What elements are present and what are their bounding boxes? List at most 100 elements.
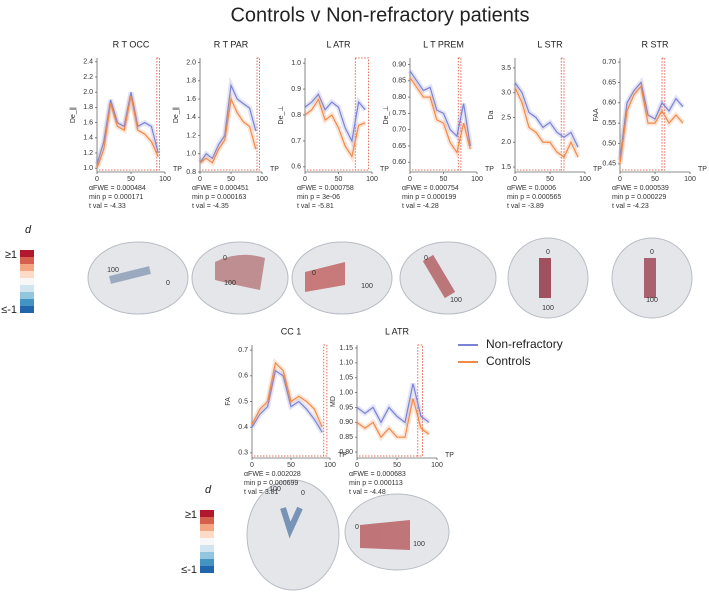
colorbar-cell [200, 531, 214, 538]
x-tick-label: 0 [198, 176, 202, 183]
colorbar-cell [200, 566, 214, 573]
tracts [109, 254, 656, 550]
y-tick-label: 0.5 [238, 398, 248, 405]
y-tick-label: 1.15 [339, 345, 353, 352]
brain-label: 100 [542, 305, 554, 312]
y-tick-label: 0.45 [602, 161, 616, 168]
colorbar-cell [20, 299, 34, 306]
x-tick-label: 100 [324, 462, 336, 469]
colorbar-cell [200, 559, 214, 566]
brain-label: 100 [413, 541, 425, 548]
stat-text: t val = -4.48 [349, 489, 386, 496]
stat-text: αFWE = 0.000754 [402, 185, 459, 192]
y-tick-label: 0.7 [238, 347, 248, 354]
y-tick-label: 1.4 [83, 135, 93, 142]
y-tick-label: 0.55 [602, 120, 616, 127]
y-tick-label: 2.4 [83, 59, 93, 66]
series-line [96, 92, 159, 165]
x-tick-label: 50 [335, 176, 343, 183]
tract [360, 520, 410, 550]
highlight-region [156, 57, 160, 171]
y-axis-label: FA [225, 397, 232, 406]
y-tick-label: 1.2 [186, 132, 196, 139]
y-tick-label: 1.5 [501, 164, 511, 171]
chart: R T OCC De_∥ TP 1.0 1.2 1.4 1.6 1.8 2.0 2.2 2.4 0 50… [69, 39, 182, 286]
colorbar-label: d [205, 484, 212, 496]
colorbar-cell [20, 264, 34, 271]
y-tick-label: 0.6 [238, 373, 248, 380]
brain-label: 0 [166, 280, 170, 287]
chart: CC 1 FA TP 0.3 0.4 0.5 0.6 0.7 0 50 100 αFWE = 0.00… [225, 326, 347, 496]
stat-text: min p = 0.000565 [507, 194, 561, 201]
series-line [356, 398, 430, 439]
x-tick-label: 50 [287, 462, 295, 469]
x-axis-label: TP [173, 166, 182, 173]
x-tick-label: 100 [471, 176, 483, 183]
y-tick-label: 2.0 [186, 59, 196, 66]
series-line [619, 81, 684, 160]
stat-text: αFWE = 0.0006 [507, 185, 556, 192]
y-tick-label: 0.7 [291, 138, 301, 145]
legend-label: Non-refractory [486, 337, 563, 351]
tract [109, 266, 151, 284]
x-tick-label: 0 [355, 462, 359, 469]
y-tick-label: 1.00 [339, 389, 353, 396]
y-tick-label: 0.90 [392, 61, 406, 68]
series-line [96, 95, 159, 169]
y-tick-label: 0.50 [602, 140, 616, 147]
chart-title: L T PREM [423, 39, 464, 49]
highlight-region [457, 57, 462, 171]
y-tick-label: 1.05 [339, 375, 353, 382]
colorbar-cell [200, 524, 214, 531]
brain-label: 0 [312, 270, 316, 277]
y-tick-label: 1.6 [83, 119, 93, 126]
colorbar-cell [20, 271, 34, 278]
x-tick-label: 0 [408, 176, 412, 183]
x-axis-label: TP [593, 166, 602, 173]
brain-label: 100 [269, 486, 281, 493]
colorbar-cell [20, 306, 34, 313]
brain-label: 100 [224, 280, 236, 287]
y-tick-label: 0.9 [291, 86, 301, 93]
legend-label: Controls [486, 354, 531, 368]
y-tick-label: 1.4 [186, 114, 196, 121]
y-tick-label: 2.5 [501, 114, 511, 121]
colorbar-cell [20, 285, 34, 292]
brain [246, 479, 340, 591]
y-tick-label: 2.0 [501, 139, 511, 146]
brain-label: 0 [355, 524, 359, 531]
stat-text: t val = -4.28 [402, 203, 439, 210]
brain-label: 100 [107, 267, 119, 274]
y-tick-label: 0.60 [602, 100, 616, 107]
y-tick-label: 1.0 [83, 165, 93, 172]
highlight-region [256, 57, 260, 171]
chart-title: CC 1 [281, 326, 302, 336]
highlight-region [661, 57, 666, 171]
y-tick-label: 3.0 [501, 90, 511, 97]
stat-text: min p = 0.000113 [349, 480, 403, 487]
y-tick-label: 0.75 [392, 110, 406, 117]
highlight-region [323, 344, 328, 457]
y-tick-label: 0.70 [602, 59, 616, 66]
colorbar-cell [20, 257, 34, 264]
colorbar-cell [200, 545, 214, 552]
brain-label: 0 [301, 490, 305, 497]
y-tick-label: 0.95 [339, 404, 353, 411]
series-line [199, 96, 257, 164]
y-axis-label: FAA [593, 108, 600, 122]
y-axis-label: MD [330, 396, 337, 407]
charts: R T OCC De_∥ TP 1.0 1.2 1.4 1.6 1.8 2.0 2.2 2.4 0 50… [69, 39, 707, 547]
highlight-region [417, 344, 423, 457]
brain-label: 0 [424, 255, 428, 262]
series-line [304, 93, 366, 143]
y-tick-label: 3.5 [501, 65, 511, 72]
brain [87, 241, 189, 315]
y-tick-label: 0.65 [602, 79, 616, 86]
chart: L T PREMDe_⊥TP0.600.650.700.750.800.850.… [383, 39, 494, 303]
x-tick-label: 50 [546, 176, 554, 183]
y-axis-label: Da [488, 110, 495, 119]
x-axis-label: TP [698, 166, 707, 173]
tract [280, 506, 303, 539]
